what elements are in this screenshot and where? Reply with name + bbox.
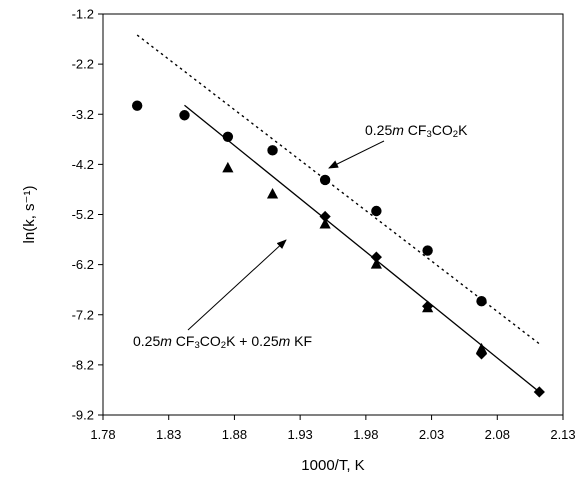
point-diamond (476, 348, 487, 359)
point-triangle (267, 188, 278, 199)
point-circle (267, 145, 277, 155)
annotation-arrow (329, 141, 384, 168)
x-tick-label: 1.83 (156, 427, 181, 442)
point-circle (132, 101, 142, 111)
annotation-ann1: 0.25m CF3CO2K (365, 122, 468, 140)
y-tick-label: -5.2 (72, 207, 94, 222)
x-axis-title: 1000/T, K (301, 457, 364, 474)
annotation-arrow (188, 240, 286, 330)
y-tick-label: -7.2 (72, 307, 94, 322)
y-tick-label: -6.2 (72, 257, 94, 272)
x-tick-label: 1.78 (90, 427, 115, 442)
point-diamond (371, 252, 382, 263)
point-diamond (320, 211, 331, 222)
y-tick-label: -4.2 (72, 157, 94, 172)
x-tick-label: 2.13 (550, 427, 575, 442)
point-circle (223, 132, 233, 142)
point-circle (371, 206, 381, 216)
x-tick-label: 2.03 (419, 427, 444, 442)
data-points (132, 101, 545, 398)
point-circle (422, 245, 432, 255)
y-tick-label: -2.2 (72, 57, 94, 72)
point-circle (320, 175, 330, 185)
annotations: 0.25m CF3CO2K 0.25m CF3CO2K + 0.25m KF (133, 122, 468, 351)
y-tick-label: -3.2 (72, 107, 94, 122)
x-tick-label: 1.93 (287, 427, 312, 442)
x-tick-label: 2.08 (485, 427, 510, 442)
x-tick-label: 1.98 (353, 427, 378, 442)
fit-lines (137, 35, 539, 392)
point-circle (179, 110, 189, 120)
point-triangle (222, 162, 233, 173)
x-tick-label: 1.88 (222, 427, 247, 442)
annotation-ann2: 0.25m CF3CO2K + 0.25m KF (133, 333, 312, 351)
y-tick-label: -8.2 (72, 357, 94, 372)
y-tick-label: -9.2 (72, 408, 94, 423)
y-tick-label: -1.2 (72, 7, 94, 22)
point-circle (476, 296, 486, 306)
y-axis-title: ln(k, s⁻¹) (21, 186, 38, 244)
